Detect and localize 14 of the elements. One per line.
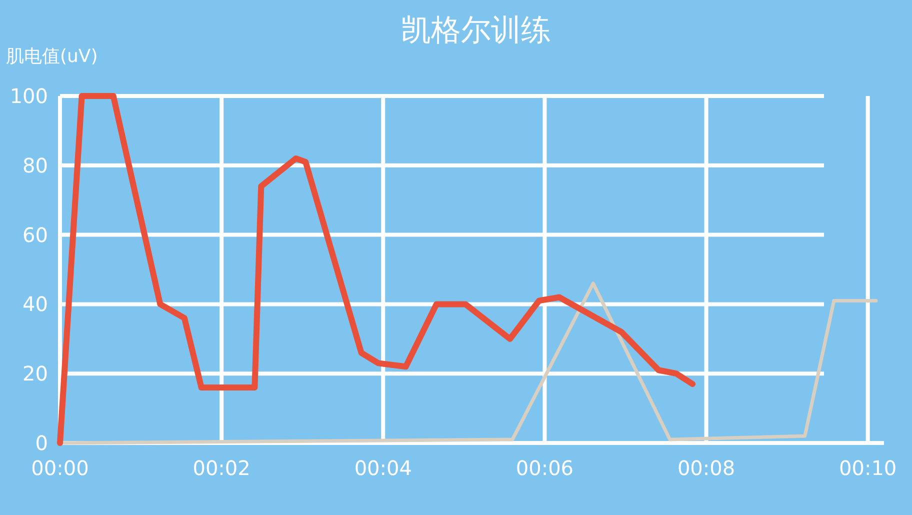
x-tick-label: 00:06	[516, 456, 574, 480]
x-tick-label: 00:00	[31, 456, 89, 480]
x-tick-label: 00:02	[192, 456, 250, 480]
y-axis-title: 肌电值(uV)	[6, 46, 98, 67]
y-tick-label: 60	[22, 222, 48, 247]
chart-title: 凯格尔训练	[401, 13, 551, 48]
x-tick-label: 00:08	[677, 456, 736, 480]
y-tick-label: 0	[35, 431, 48, 455]
y-tick-label: 20	[22, 362, 48, 386]
x-tick-label: 00:10	[839, 456, 897, 480]
y-tick-label: 100	[10, 84, 48, 108]
x-tick-label: 00:04	[354, 456, 412, 480]
y-tick-label: 80	[22, 153, 48, 178]
y-tick-label: 40	[22, 292, 48, 316]
